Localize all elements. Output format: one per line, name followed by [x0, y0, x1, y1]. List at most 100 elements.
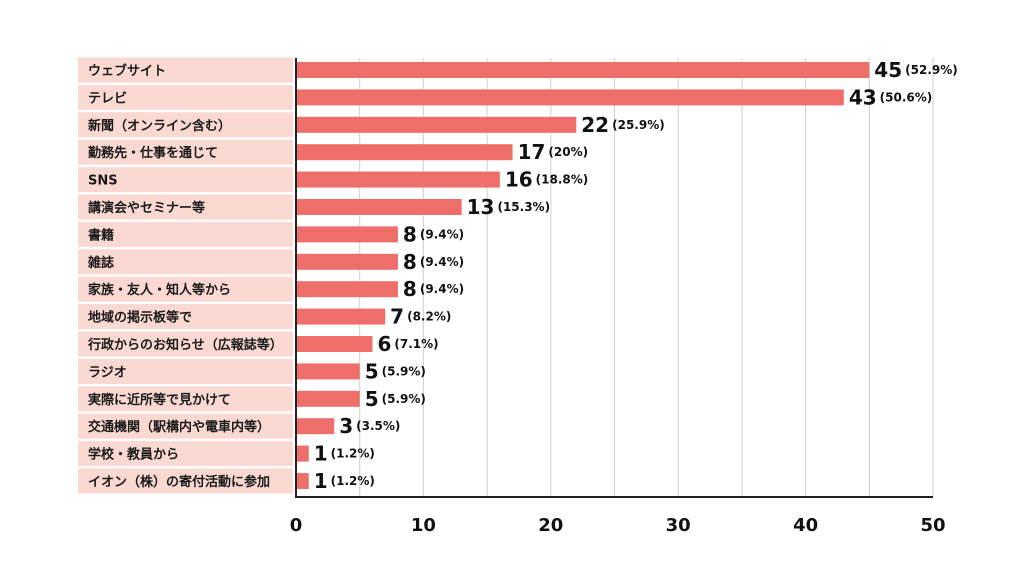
data-label: 1 (1.2%): [314, 469, 375, 493]
data-label-count: 1: [314, 442, 328, 466]
category-label: ラジオ: [88, 365, 127, 380]
data-label-percent: (18.8%): [536, 173, 589, 187]
data-label-count: 45: [874, 58, 902, 82]
data-label-percent: (7.1%): [394, 337, 438, 351]
category-label: 実際に近所等で見かけて: [88, 392, 231, 408]
bar: [296, 363, 360, 380]
data-label-percent: (9.4%): [420, 255, 464, 269]
category-label-bg: [78, 441, 293, 467]
data-label: 16 (18.8%): [505, 168, 588, 192]
data-label: 5 (5.9%): [365, 387, 426, 411]
data-label: 17 (20%): [518, 140, 589, 164]
data-label: 6 (7.1%): [377, 332, 438, 356]
data-label-percent: (15.3%): [497, 200, 550, 214]
data-label: 43 (50.6%): [849, 85, 932, 109]
data-label-count: 22: [581, 113, 609, 137]
bar: [296, 336, 373, 352]
data-label-count: 43: [849, 85, 877, 109]
data-label-count: 7: [390, 305, 404, 329]
category-label: 書籍: [88, 227, 114, 243]
bar: [296, 199, 462, 215]
category-label-bg: [78, 221, 293, 247]
category-label-bg: [78, 331, 293, 357]
bar: [296, 116, 577, 133]
category-label-bg: [78, 84, 293, 110]
category-label-bg: [78, 276, 293, 302]
data-label: 1 (1.2%): [314, 442, 375, 466]
data-label-count: 3: [339, 414, 353, 438]
bars: [296, 62, 870, 489]
data-label: 8 (9.4%): [403, 277, 464, 301]
data-label-percent: (50.6%): [880, 90, 933, 104]
data-label: 8 (9.4%): [403, 222, 464, 246]
category-label: 家族・友人・知人等から: [88, 282, 231, 298]
data-label-percent: (8.2%): [407, 310, 451, 324]
category-label: イオン（株）の寄付活動に参加: [88, 474, 270, 490]
x-tick-label: 0: [290, 515, 303, 536]
bar: [296, 445, 309, 462]
category-label: SNS: [88, 174, 118, 189]
x-tick-label: 10: [411, 515, 436, 536]
category-label-bg: [78, 468, 293, 494]
x-tick-label: 30: [666, 515, 691, 536]
category-label-bg: [78, 167, 293, 193]
category-label-bg: [78, 386, 293, 412]
category-label: 地域の掲示板等で: [88, 310, 192, 326]
data-label-count: 6: [377, 332, 391, 356]
x-tick-labels: 0 10 20 30 40 50: [290, 515, 946, 536]
bar: [296, 418, 335, 435]
x-tick-label: 40: [793, 515, 818, 536]
x-tick-label: 20: [538, 515, 563, 536]
bar: [296, 62, 870, 78]
value-labels: 45 (52.9%)43 (50.6%)22 (25.9%)17 (20%)16 (18.…: [314, 58, 958, 493]
category-label: ウェブサイト: [88, 63, 166, 79]
data-label-count: 5: [365, 387, 379, 411]
category-label: 講演会やセミナー等: [88, 200, 205, 216]
data-label-count: 1: [314, 469, 328, 493]
data-label-count: 8: [403, 277, 417, 301]
data-label-percent: (5.9%): [382, 392, 426, 406]
category-label-bg: [78, 139, 293, 165]
bar: [296, 473, 309, 489]
category-label-bg: [78, 413, 293, 439]
data-label-percent: (20%): [548, 145, 588, 159]
bar: [296, 308, 386, 325]
data-label: 5 (5.9%): [365, 359, 426, 383]
gridlines: [359, 58, 934, 497]
data-label-count: 16: [505, 168, 533, 192]
data-label: 45 (52.9%): [874, 58, 957, 82]
bar: [296, 89, 844, 106]
data-label: 22 (25.9%): [581, 113, 664, 137]
data-label-count: 8: [403, 250, 417, 274]
data-label: 3 (3.5%): [339, 414, 400, 438]
data-label-percent: (3.5%): [356, 419, 400, 433]
category-label-bg: [78, 358, 293, 384]
category-label-bg: [78, 57, 293, 83]
category-label: 行政からのお知らせ（広報誌等）: [87, 337, 283, 353]
bar: [296, 226, 398, 243]
data-label-percent: (25.9%): [612, 118, 665, 132]
category-label: 新聞（オンライン含む）: [88, 118, 231, 134]
data-label-count: 17: [518, 140, 546, 164]
bar: [296, 171, 500, 188]
category-label: 雑誌: [87, 255, 114, 271]
category-label: 勤務先・仕事を通じて: [88, 145, 218, 161]
category-label-bg: [78, 304, 293, 330]
data-label-count: 13: [467, 195, 495, 219]
data-label-count: 5: [365, 359, 379, 383]
category-label-bg: [78, 194, 293, 220]
data-label-count: 8: [403, 222, 417, 246]
data-label: 13 (15.3%): [467, 195, 550, 219]
data-label-percent: (1.2%): [331, 447, 375, 461]
data-label-percent: (9.4%): [420, 282, 464, 296]
bar: [296, 281, 398, 298]
category-label: 学校・教員から: [88, 447, 179, 463]
x-tick-label: 50: [920, 515, 945, 536]
axes: [295, 58, 933, 498]
bar: [296, 144, 513, 161]
data-label-percent: (9.4%): [420, 227, 464, 241]
data-label: 8 (9.4%): [403, 250, 464, 274]
data-label-percent: (52.9%): [905, 63, 958, 77]
category-label-bg: [78, 249, 293, 275]
